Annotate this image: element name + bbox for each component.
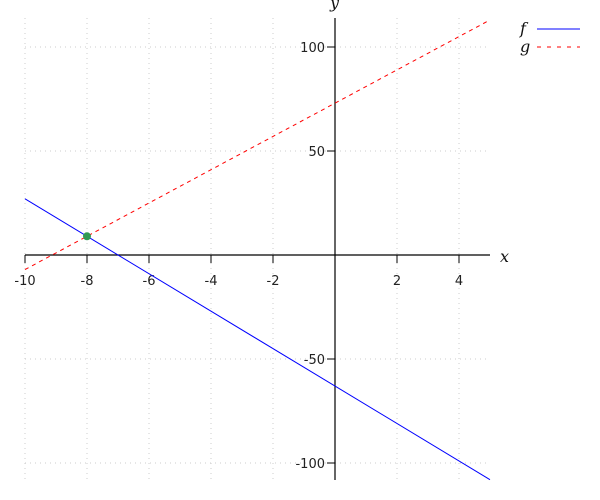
axes [24,18,490,480]
x-tick-label: -10 [14,274,35,289]
legend-label-f: f [519,19,529,38]
series-line-f [24,198,491,481]
y-tick-label: 100 [300,41,325,56]
legend-label-g: g [520,37,530,56]
x-tick-label: -2 [267,274,280,289]
y-axis-label: y [329,0,340,12]
grid [24,18,490,480]
series-line-g [24,19,491,271]
x-tick-label: 4 [455,274,463,289]
tick-labels: -10 -8 -6 -4 -2 2 4 -100 -50 50 100 [14,41,463,472]
x-tick-label: -8 [81,274,94,289]
intersection-point [83,232,91,241]
points [83,232,91,241]
legend: fg [519,19,580,56]
x-axis-label: x [500,247,509,266]
y-tick-label: -50 [304,353,325,368]
y-tick-label: 50 [308,145,325,160]
x-tick-label: -6 [143,274,156,289]
x-tick-label: -4 [205,274,218,289]
y-tick-label: -100 [295,457,325,472]
series-lines [24,19,491,481]
x-tick-label: 2 [393,274,401,289]
